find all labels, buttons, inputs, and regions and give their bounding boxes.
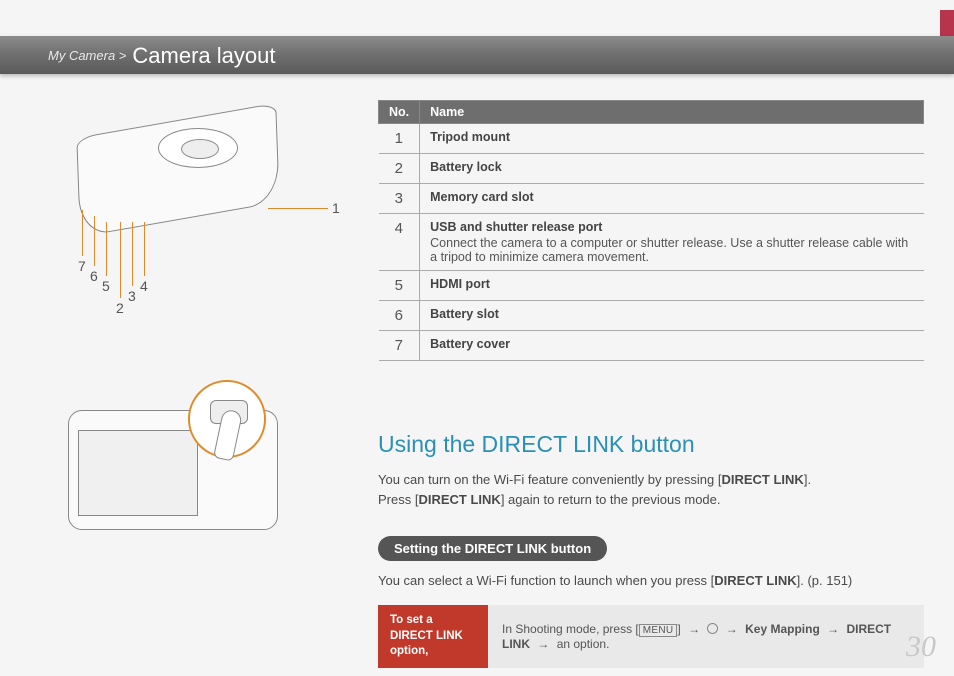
p1a: You can turn on the Wi-Fi feature conven… — [378, 472, 721, 487]
right-column: No. Name 1Tripod mount2Battery lock3Memo… — [378, 100, 924, 668]
arrow-icon: → — [726, 622, 738, 636]
row-no: 3 — [379, 184, 420, 214]
row-no: 6 — [379, 301, 420, 331]
callout-6: 6 — [90, 268, 98, 284]
select-paragraph: You can select a Wi-Fi function to launc… — [378, 571, 924, 591]
table-row: 4USB and shutter release portConnect the… — [379, 214, 924, 271]
arrow-icon: → — [688, 622, 700, 636]
page-number: 30 — [906, 630, 936, 664]
row-name: HDMI port — [420, 271, 924, 301]
instruction-label: To set a DIRECT LINK option, — [378, 605, 488, 668]
row-name: USB and shutter release portConnect the … — [420, 214, 924, 271]
callout-5: 5 — [102, 278, 110, 294]
page-content: 1 2 3 4 5 6 7 No. Name — [48, 100, 924, 646]
left-column: 1 2 3 4 5 6 7 — [48, 100, 348, 550]
col-no: No. — [379, 101, 420, 124]
camera-back-illustration — [48, 380, 308, 550]
table-row: 6Battery slot — [379, 301, 924, 331]
row-name: Battery slot — [420, 301, 924, 331]
instruction-row: To set a DIRECT LINK option, In Shooting… — [378, 605, 924, 668]
arrow-icon: → — [827, 622, 839, 636]
callout-3: 3 — [128, 288, 136, 304]
instr-pre: In Shooting mode, press [ — [502, 622, 639, 636]
callout-1: 1 — [332, 200, 340, 216]
section-title: Using the DIRECT LINK button — [378, 431, 924, 458]
row-no: 7 — [379, 331, 420, 361]
camera-bottom-illustration: 1 2 3 4 5 6 7 — [48, 110, 308, 260]
row-no: 1 — [379, 124, 420, 154]
row-name: Battery cover — [420, 331, 924, 361]
p1b: DIRECT LINK — [721, 472, 803, 487]
breadcrumb-title: Camera layout — [132, 43, 275, 69]
p1c: ]. — [804, 472, 811, 487]
row-name: Tripod mount — [420, 124, 924, 154]
p2a: Press [ — [378, 492, 418, 507]
row-no: 4 — [379, 214, 420, 271]
col-name: Name — [420, 101, 924, 124]
menu-icon: MENU — [639, 624, 678, 637]
gear-icon — [707, 623, 718, 634]
key-mapping-label: Key Mapping — [745, 622, 820, 636]
header-bar: My Camera > Camera layout — [0, 36, 954, 74]
p2b: DIRECT LINK — [418, 492, 500, 507]
instruction-body: In Shooting mode, press [MENU] → → Key M… — [488, 605, 924, 668]
p2c: ] again to return to the previous mode. — [501, 492, 721, 507]
row-name: Battery lock — [420, 154, 924, 184]
row-no: 2 — [379, 154, 420, 184]
callout-7: 7 — [78, 258, 86, 274]
p3c: ]. (p. 151) — [797, 573, 853, 588]
arrow-icon: → — [537, 637, 549, 651]
p3b: DIRECT LINK — [714, 573, 796, 588]
p3a: You can select a Wi-Fi function to launc… — [378, 573, 714, 588]
callout-4: 4 — [140, 278, 148, 294]
table-row: 7Battery cover — [379, 331, 924, 361]
row-name: Memory card slot — [420, 184, 924, 214]
table-row: 3Memory card slot — [379, 184, 924, 214]
callout-2: 2 — [116, 300, 124, 316]
breadcrumb-parent: My Camera > — [48, 48, 126, 63]
intro-paragraph: You can turn on the Wi-Fi feature conven… — [378, 470, 924, 510]
option-text: an option. — [557, 637, 610, 651]
table-row: 5HDMI port — [379, 271, 924, 301]
instr-post1: ] — [677, 622, 684, 636]
parts-table: No. Name 1Tripod mount2Battery lock3Memo… — [378, 100, 924, 361]
table-row: 1Tripod mount — [379, 124, 924, 154]
row-no: 5 — [379, 271, 420, 301]
table-row: 2Battery lock — [379, 154, 924, 184]
subheading-pill: Setting the DIRECT LINK button — [378, 536, 607, 561]
